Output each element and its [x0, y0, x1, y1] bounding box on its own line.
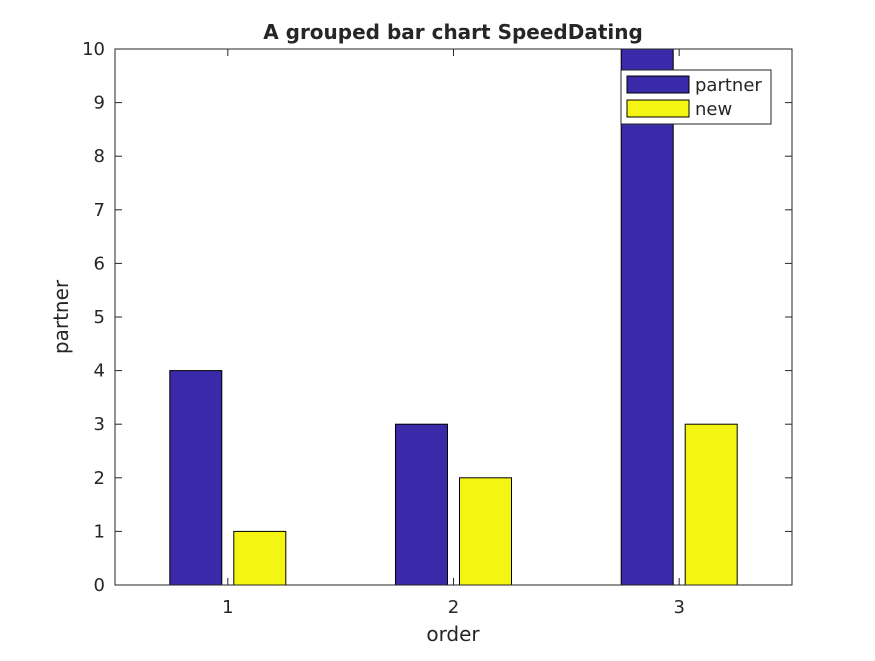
x-tick-label: 3 [673, 597, 684, 618]
x-tick-label: 2 [448, 597, 459, 618]
x-tick-label: 1 [222, 597, 233, 618]
y-tick-label: 2 [94, 468, 105, 489]
bar-new-1 [233, 530, 287, 586]
x-axis-label: order [426, 622, 480, 646]
y-tick-label: 9 [94, 93, 105, 114]
bar-new-3 [684, 423, 738, 586]
legend-label-partner: partner [695, 75, 762, 96]
bar-partner-1 [169, 370, 223, 586]
y-tick-label: 10 [82, 39, 105, 60]
y-tick-label: 4 [94, 361, 105, 382]
y-tick-label: 7 [94, 200, 105, 221]
bar-partner-3 [620, 48, 674, 586]
axes-box [114, 48, 793, 586]
y-tick-label: 0 [94, 575, 105, 596]
legend: partner new [620, 69, 772, 125]
y-tick-label: 8 [94, 146, 105, 167]
chart-title: A grouped bar chart SpeedDating [263, 20, 643, 44]
plot-area [115, 49, 792, 585]
y-tick-label: 3 [94, 414, 105, 435]
y-axis-label: partner [49, 279, 73, 354]
x-axis: 1 2 3 [222, 49, 685, 618]
bar-new-2 [459, 477, 512, 586]
legend-label-new: new [695, 99, 732, 120]
y-axis: 0 1 2 3 4 5 6 7 8 9 10 [82, 39, 792, 596]
bar-partner-2 [395, 423, 448, 586]
y-tick-label: 5 [94, 307, 105, 328]
bars-group [169, 48, 738, 586]
legend-swatch-new [626, 99, 690, 118]
legend-swatch-partner [626, 75, 690, 94]
y-tick-label: 1 [94, 521, 105, 542]
y-tick-label: 6 [94, 253, 105, 274]
